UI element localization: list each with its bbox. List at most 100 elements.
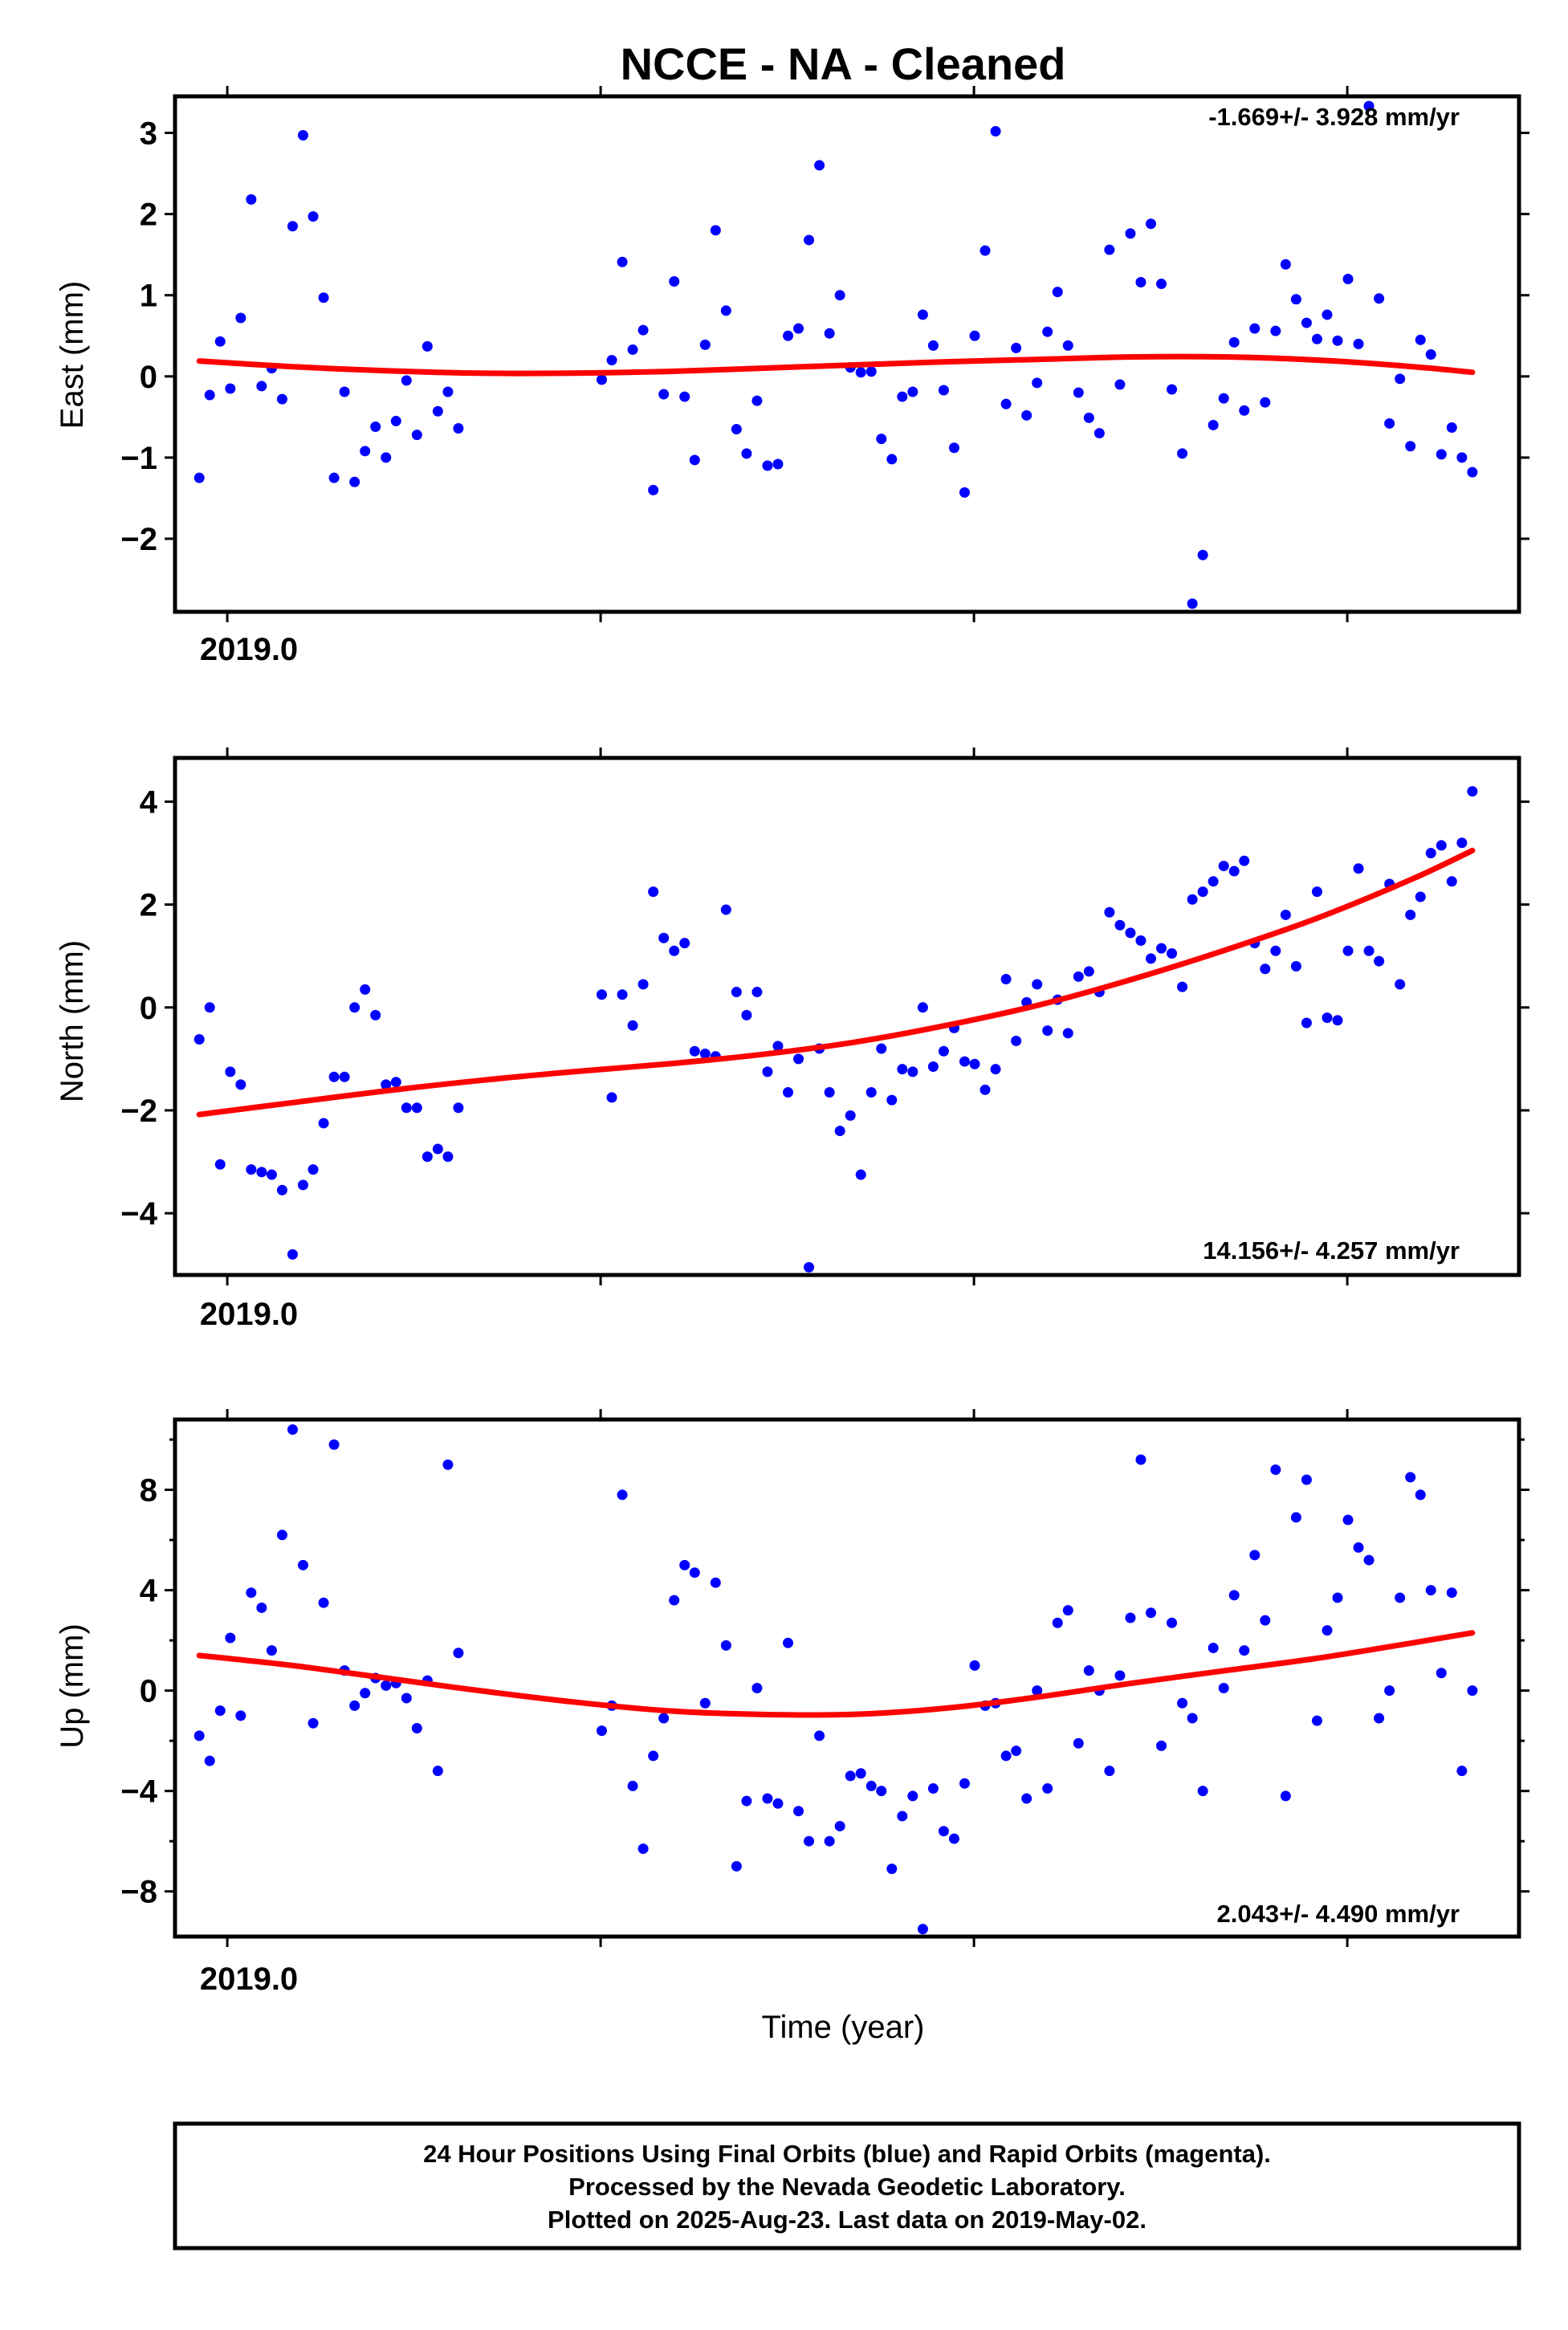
east-data-point [276,393,287,405]
east-data-point [658,389,670,400]
north-data-point [969,1058,980,1069]
east-data-point [256,381,267,392]
north-data-point [689,1045,700,1057]
up-data-point [855,1768,866,1779]
east-data-point [1062,340,1073,351]
north-data-point [596,989,607,1000]
north-data-point [762,1066,773,1077]
north-data-point [1135,935,1146,946]
east-data-point [1322,309,1333,320]
east-data-point [214,336,226,347]
up-data-point [1405,1472,1416,1483]
north-data-point [1290,961,1301,972]
north-data-point [204,1002,215,1013]
up-data-point [1042,1783,1053,1794]
east-data-point [637,324,649,336]
up-data-point [401,1693,412,1704]
up-data-point [287,1424,298,1436]
up-data-point [1353,1542,1364,1553]
north-data-point [845,1110,856,1121]
up-data-point [1052,1617,1063,1628]
east-data-point [669,276,680,287]
up-data-point [648,1750,659,1762]
east-data-point [1395,373,1406,385]
east-data-point [1436,449,1447,460]
north-data-point [328,1071,340,1082]
north-data-point [1042,1025,1053,1037]
up-data-point [1311,1715,1322,1726]
north-data-point [720,904,731,915]
up-trend-line [196,1630,1476,1718]
east-rate-label: -1.669+/- 3.928 mm/yr [1208,103,1460,131]
east-data-point [1415,334,1426,345]
up-data-point [669,1595,680,1606]
east-data-point [370,421,381,432]
north-data-point [1436,840,1447,851]
east-data-point [1135,277,1146,288]
east-data-point [1156,279,1167,290]
up-data-point [637,1843,649,1855]
up-data-point [751,1683,763,1694]
up-data-point [1239,1645,1250,1656]
east-data-point [1456,452,1468,463]
east-data-point [907,386,918,397]
north-data-point [339,1071,350,1082]
north-data-point [1011,1035,1022,1046]
east-data-point [1052,287,1063,298]
east-ytick-label: 1 [140,279,157,314]
up-data-point [741,1795,752,1807]
east-data-point [1260,397,1271,408]
north-data-point [1062,1028,1073,1039]
east-data-point [1280,259,1291,270]
east-data-point [360,446,371,457]
up-data-point [349,1700,360,1711]
up-data-point [1322,1625,1333,1636]
east-data-point [617,256,628,267]
east-data-point [422,340,433,352]
north-data-point [731,987,742,998]
north-data-point [1270,945,1281,956]
north-data-point [1228,866,1240,877]
north-data-point [1456,837,1468,849]
up-data-point [627,1780,638,1791]
north-data-point [617,989,628,1000]
east-data-point [783,330,794,341]
north-ytick-label: −4 [120,1196,157,1232]
up-data-point [1290,1512,1301,1523]
east-data-point [1011,342,1022,353]
north-data-point [897,1064,908,1075]
east-data-point [1270,325,1281,336]
east-data-point [339,386,350,397]
north-data-point [453,1102,464,1114]
east-data-point [204,389,215,401]
east-data-point [1363,100,1375,112]
up-data-point [617,1489,628,1501]
north-data-point [1104,906,1115,918]
up-data-point [1415,1489,1426,1501]
east-axis-label: East (mm) [55,281,90,429]
up-data-point [266,1645,277,1656]
north-points [193,786,1478,1273]
east-data-point [1311,333,1322,344]
up-data-point [907,1790,918,1802]
north-x-tick-label: 2019.0 [200,1297,298,1332]
north-data-point [658,932,670,943]
east-data-point [979,245,991,256]
east-panel: −2 −1 0 1 2 3 East (mm) 2019.0 -1.669+/- 3.92… [55,86,1529,667]
up-data-point [865,1780,877,1791]
north-data-point [235,1079,246,1090]
north-data-point [432,1143,443,1155]
east-data-point [897,391,908,402]
north-data-point [979,1084,991,1095]
east-trend-line [196,353,1476,377]
north-rate-label: 14.156+/- 4.257 mm/yr [1203,1236,1460,1265]
north-data-point [627,1020,638,1031]
up-data-point [699,1697,711,1709]
east-data-point [1384,418,1395,429]
up-data-point [1000,1750,1012,1762]
north-data-point [876,1043,887,1054]
east-data-point [1332,335,1343,346]
east-data-point [804,234,815,246]
north-data-point [1083,966,1094,977]
up-ytick-label: −4 [120,1774,157,1810]
